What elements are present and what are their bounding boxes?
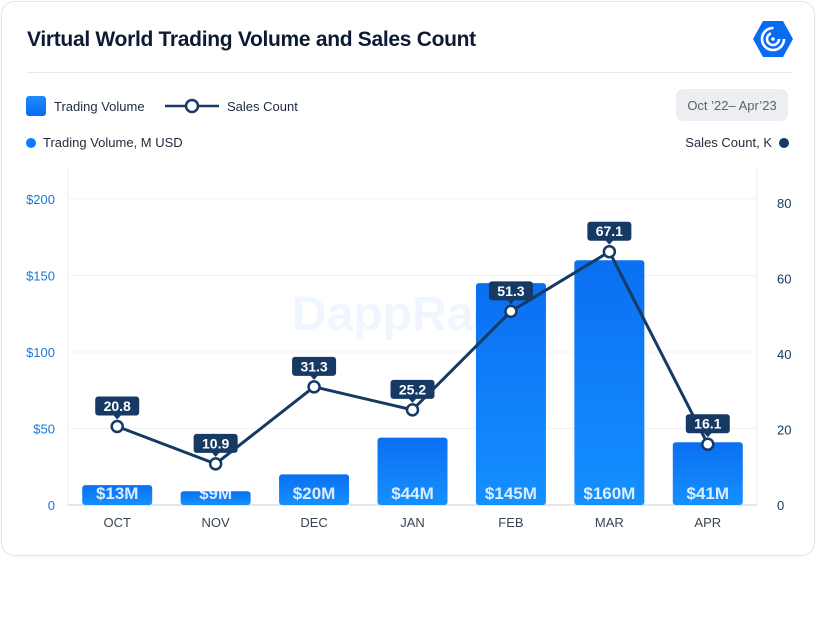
- left-axis-title: Trading Volume, M USD: [26, 135, 183, 150]
- chart-title: Virtual World Trading Volume and Sales C…: [27, 28, 476, 51]
- left-axis-dot-icon: [26, 137, 36, 148]
- divider: [27, 72, 792, 73]
- right-axis-dot-icon: [779, 137, 789, 148]
- legend-label: Sales Count: [227, 98, 298, 114]
- line-swatch-icon: [165, 98, 219, 114]
- dappradar-logo-icon: [753, 21, 793, 57]
- right-axis-title: Sales Count, K: [685, 135, 789, 150]
- left-axis-title-text: Trading Volume, M USD: [43, 135, 183, 150]
- right-axis-title-text: Sales Count, K: [685, 135, 772, 150]
- chart-card: Virtual World Trading Volume and Sales C…: [1, 1, 815, 556]
- date-range-button[interactable]: Oct ’22– Apr’23: [676, 89, 788, 121]
- legend-trading-volume[interactable]: Trading Volume: [26, 96, 145, 116]
- legend-sales-count[interactable]: Sales Count: [165, 96, 298, 116]
- legend-label: Trading Volume: [54, 98, 145, 114]
- bar-swatch-icon: [26, 96, 46, 116]
